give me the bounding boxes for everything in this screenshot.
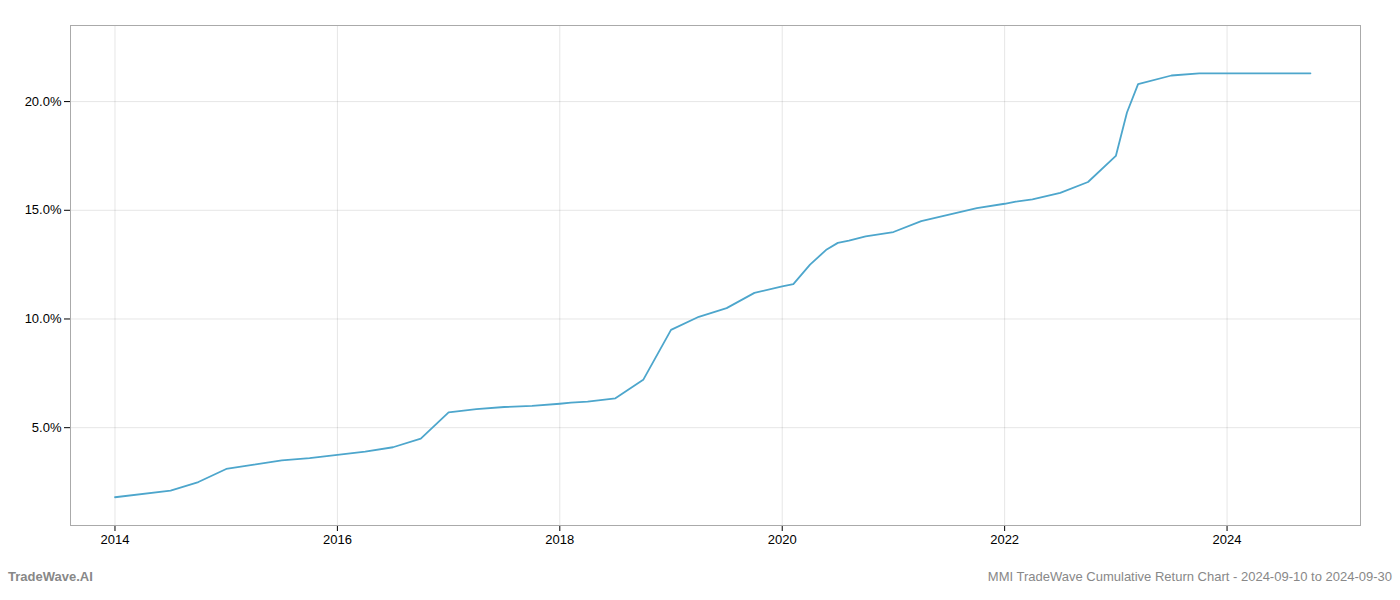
svg-text:2022: 2022 xyxy=(990,532,1019,547)
svg-text:10.0%: 10.0% xyxy=(25,311,62,326)
svg-text:2020: 2020 xyxy=(768,532,797,547)
svg-text:2024: 2024 xyxy=(1213,532,1242,547)
svg-text:15.0%: 15.0% xyxy=(25,202,62,217)
svg-text:5.0%: 5.0% xyxy=(32,420,62,435)
html-text:MMI TradeWave Cumulative Retur: MMI TradeWave Cumulative Return Chart - … xyxy=(987,569,1392,584)
html-text:TradeWave.AI: TradeWave.AI xyxy=(8,569,93,584)
svg-text:2016: 2016 xyxy=(323,532,352,547)
svg-text:2018: 2018 xyxy=(545,532,574,547)
svg-text:20.0%: 20.0% xyxy=(25,94,62,109)
svg-text:2014: 2014 xyxy=(101,532,130,547)
